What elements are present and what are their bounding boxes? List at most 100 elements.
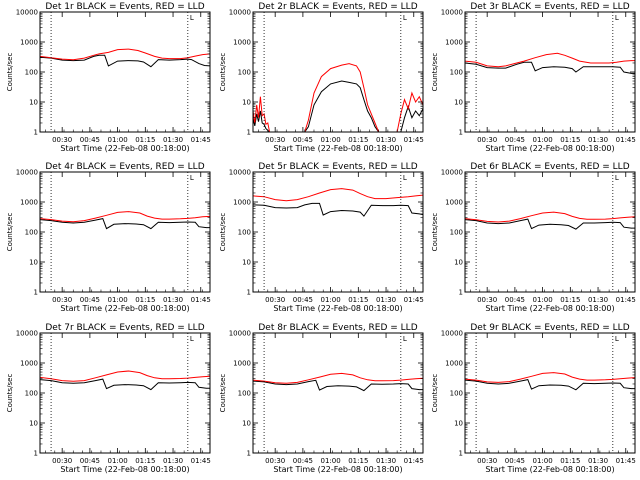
x-tick-label: 01:45: [404, 457, 424, 465]
y-tick-label: 100: [450, 390, 463, 398]
y-tick-label: 10: [242, 99, 251, 107]
y-tick-label: 10000: [441, 169, 463, 177]
y-tick-label: 1000: [20, 39, 38, 47]
plot-panel: Det 6r BLACK = Events, RED = LLD L 1 10 100 1…: [431, 162, 636, 313]
plot-title: Det 6r BLACK = Events, RED = LLD: [470, 162, 629, 172]
x-tick-label: 01:15: [348, 457, 368, 465]
x-tick-label: 01:00: [108, 136, 128, 144]
y-tick-label: 1: [247, 450, 251, 458]
x-tick-label: 01:00: [533, 136, 553, 144]
data-series-line: [40, 370, 210, 382]
plot-panel: Det 4r BLACK = Events, RED = LLD L 1 10 100 1…: [6, 162, 211, 313]
y-axis-label: Counts/sec: [219, 53, 227, 92]
x-tick-label: 01:30: [376, 296, 396, 304]
data-series-line: [40, 54, 210, 68]
y-tick-label: 1000: [233, 39, 251, 47]
y-tick-label: 1000: [445, 360, 463, 368]
y-tick-label: 1: [34, 129, 38, 137]
plot-title: Det 1r BLACK = Events, RED = LLD: [45, 2, 204, 12]
data-series-line: [465, 61, 635, 74]
plot-frame: [252, 171, 424, 293]
x-tick-label: 01:30: [163, 136, 183, 144]
x-axis-label: Start Time (22-Feb-08 00:18:00): [60, 465, 189, 474]
y-tick-label: 10: [242, 259, 251, 267]
plot-panel: Det 5r BLACK = Events, RED = LLD L 1 10 100 1…: [219, 162, 424, 313]
x-tick-label: 00:45: [80, 136, 100, 144]
x-tick-label: 00:30: [265, 136, 285, 144]
y-axis-label: Counts/sec: [219, 213, 227, 252]
plot-frame: [39, 171, 211, 293]
x-tick-label: 01:45: [616, 457, 636, 465]
x-tick-label: 00:30: [265, 296, 285, 304]
x-axis-label: Start Time (22-Feb-08 00:18:00): [60, 144, 189, 153]
x-tick-label: 01:15: [348, 136, 368, 144]
x-tick-label: 01:30: [588, 136, 608, 144]
y-tick-label: 10: [454, 420, 463, 428]
x-tick-label: 01:30: [163, 296, 183, 304]
plot-annotation: L: [615, 335, 619, 343]
y-tick-label: 100: [238, 69, 251, 77]
y-axis-label: Counts/sec: [219, 374, 227, 413]
x-tick-label: 00:45: [293, 296, 313, 304]
y-tick-label: 1000: [20, 360, 38, 368]
y-tick-label: 10: [454, 99, 463, 107]
x-tick-label: 01:30: [588, 457, 608, 465]
plot-title: Det 9r BLACK = Events, RED = LLD: [470, 323, 629, 333]
data-series-line: [253, 188, 423, 202]
plot-title: Det 5r BLACK = Events, RED = LLD: [258, 162, 417, 172]
plot-panel: Det 3r BLACK = Events, RED = LLD L 1 10 100 1…: [431, 2, 636, 153]
y-tick-label: 10: [29, 99, 38, 107]
x-tick-label: 01:45: [616, 136, 636, 144]
plot-panel: Det 2r BLACK = Events, RED = LLD L 1 10 100 1…: [219, 2, 424, 153]
data-series-line: [253, 63, 423, 132]
x-axis-label: Start Time (22-Feb-08 00:18:00): [273, 465, 402, 474]
data-series-line: [253, 372, 423, 384]
y-tick-label: 100: [238, 390, 251, 398]
x-axis-label: Start Time (22-Feb-08 00:18:00): [273, 304, 402, 313]
x-tick-label: 01:45: [616, 296, 636, 304]
y-tick-label: 10000: [16, 9, 38, 17]
y-tick-label: 10000: [229, 9, 251, 17]
x-tick-label: 01:00: [321, 296, 341, 304]
plot-annotation: L: [403, 174, 407, 182]
x-tick-label: 01:45: [404, 136, 424, 144]
y-tick-label: 1: [247, 129, 251, 137]
plot-annotation: L: [190, 174, 194, 182]
plot-annotation: L: [615, 174, 619, 182]
data-series-line: [253, 379, 423, 392]
y-tick-label: 100: [450, 229, 463, 237]
y-tick-label: 10: [29, 259, 38, 267]
y-tick-label: 1: [459, 450, 463, 458]
y-tick-label: 10000: [16, 330, 38, 338]
x-tick-label: 01:00: [108, 457, 128, 465]
plot-frame: [464, 332, 636, 454]
x-tick-label: 01:00: [533, 296, 553, 304]
y-tick-label: 10000: [441, 330, 463, 338]
y-tick-label: 1: [459, 289, 463, 297]
plot-frame: [39, 332, 211, 454]
y-tick-label: 1000: [233, 360, 251, 368]
y-axis-label: Counts/sec: [6, 374, 14, 413]
y-tick-label: 1: [34, 289, 38, 297]
x-tick-label: 00:30: [477, 296, 497, 304]
x-tick-label: 01:45: [191, 457, 211, 465]
y-axis-label: Counts/sec: [431, 213, 439, 252]
plot-panel: Det 8r BLACK = Events, RED = LLD L 1 10 100 1…: [219, 323, 424, 474]
y-tick-label: 10000: [16, 169, 38, 177]
x-tick-label: 00:45: [505, 457, 525, 465]
data-series-line: [465, 211, 635, 223]
y-tick-label: 1000: [445, 39, 463, 47]
y-tick-label: 10: [242, 420, 251, 428]
plot-annotation: L: [190, 335, 194, 343]
plot-annotation: L: [403, 14, 407, 22]
x-axis-label: Start Time (22-Feb-08 00:18:00): [485, 144, 614, 153]
y-tick-label: 1: [34, 450, 38, 458]
y-tick-label: 1: [459, 129, 463, 137]
x-tick-label: 01:45: [191, 136, 211, 144]
x-tick-label: 01:00: [533, 457, 553, 465]
x-tick-label: 01:00: [108, 296, 128, 304]
x-tick-label: 01:45: [191, 296, 211, 304]
y-tick-label: 10000: [441, 9, 463, 17]
x-tick-label: 00:45: [293, 457, 313, 465]
y-tick-label: 100: [238, 229, 251, 237]
